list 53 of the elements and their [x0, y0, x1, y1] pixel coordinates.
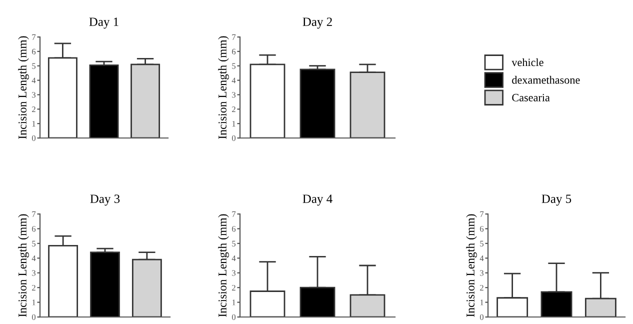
- chart-title: Day 3: [90, 194, 120, 206]
- y-axis-title: Incision Length (mm): [218, 36, 229, 139]
- y-tick-label: 6: [32, 48, 36, 54]
- y-tick-label: 7: [480, 211, 484, 217]
- y-tick-label: 6: [480, 226, 484, 232]
- chart-title: Day 1: [89, 18, 118, 29]
- y-tick-label: 3: [32, 92, 36, 98]
- y-tick-label: 1: [32, 120, 36, 126]
- y-tick-label: 0: [32, 314, 36, 320]
- y-tick-label: 5: [32, 240, 36, 246]
- y-tick-label: 6: [32, 226, 36, 232]
- y-tick-label: 3: [32, 270, 36, 276]
- y-tick-label: 3: [480, 270, 484, 276]
- y-tick-label: 2: [232, 106, 236, 112]
- y-tick-label: 0: [480, 314, 484, 320]
- y-tick-label: 0: [232, 314, 236, 320]
- y-tick-label: 3: [232, 92, 236, 98]
- y-tick-label: 5: [232, 63, 236, 69]
- y-tick-label: 4: [32, 78, 36, 84]
- y-tick-label: 3: [232, 270, 236, 276]
- y-tick-label: 0: [232, 135, 236, 141]
- y-axis-title: Incision Length (mm): [218, 214, 229, 317]
- y-tick-label: 5: [32, 63, 36, 69]
- y-tick-label: 4: [32, 256, 36, 262]
- y-tick-label: 4: [232, 78, 236, 84]
- y-axis-title: Incision Length (mm): [18, 214, 29, 317]
- y-axis-title: Incision Length (mm): [466, 214, 477, 317]
- y-tick-label: 2: [32, 284, 36, 290]
- y-tick-label: 4: [232, 256, 236, 262]
- y-tick-label: 7: [32, 34, 36, 40]
- y-tick-label: 0: [32, 135, 36, 141]
- y-tick-label: 2: [232, 284, 236, 290]
- chart-title: Day 4: [302, 194, 332, 206]
- y-tick-label: 6: [232, 48, 236, 54]
- y-tick-label: 2: [480, 284, 484, 290]
- y-tick-label: 6: [232, 226, 236, 232]
- y-tick-label: 1: [232, 300, 236, 306]
- y-axis-title: Incision Length (mm): [18, 36, 29, 139]
- legend-label: vehicle: [512, 58, 544, 66]
- y-tick-label: 7: [232, 211, 236, 217]
- y-tick-label: 1: [480, 300, 484, 306]
- y-tick-label: 2: [32, 106, 36, 112]
- y-tick-label: 1: [32, 300, 36, 306]
- chart-title: Day 5: [542, 194, 572, 206]
- y-tick-label: 1: [232, 120, 236, 126]
- chart-title: Day 2: [302, 18, 332, 29]
- legend-label: dexamethasone: [512, 76, 580, 84]
- y-tick-label: 5: [232, 240, 236, 246]
- legend-label: Casearia: [512, 94, 550, 102]
- y-tick-label: 7: [232, 34, 236, 40]
- y-tick-label: 4: [480, 256, 484, 262]
- y-tick-label: 5: [480, 240, 484, 246]
- y-tick-label: 7: [32, 211, 36, 217]
